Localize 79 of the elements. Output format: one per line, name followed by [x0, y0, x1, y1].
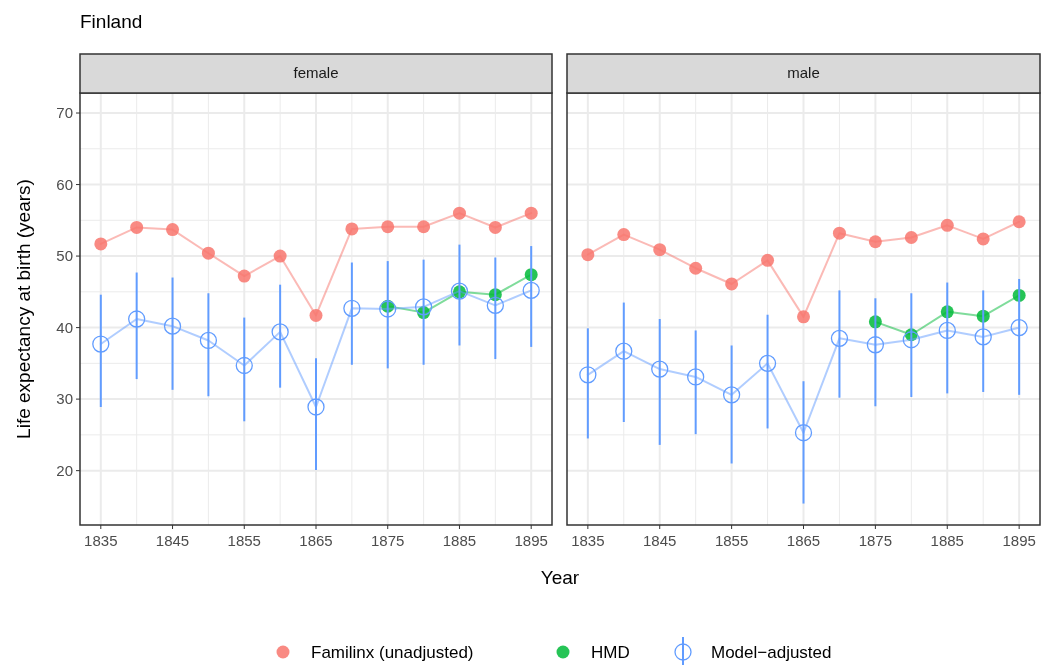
x-tick-label: 1885 — [442, 532, 477, 549]
point — [417, 220, 431, 234]
point — [581, 248, 595, 262]
point — [615, 342, 633, 360]
point — [273, 249, 287, 263]
x-tick-label: 1845 — [643, 532, 677, 549]
point — [343, 299, 361, 317]
point — [201, 246, 215, 260]
point — [866, 336, 885, 354]
point — [237, 269, 251, 283]
point — [617, 228, 631, 242]
point — [130, 220, 144, 234]
point — [524, 206, 538, 220]
legend-label: Model−adjusted — [711, 643, 832, 662]
point — [452, 206, 466, 220]
x-tick-label: 1845 — [155, 532, 190, 549]
point — [653, 243, 667, 257]
point — [722, 386, 741, 404]
x-axis-title: Year — [540, 567, 580, 588]
point — [689, 261, 703, 275]
point — [725, 277, 739, 291]
chart-subtitle: female — [293, 64, 339, 81]
legend-label: HMD — [591, 643, 630, 662]
point — [904, 230, 918, 244]
x-tick-label: 1885 — [930, 532, 964, 549]
point — [488, 220, 502, 234]
point — [414, 298, 433, 316]
point — [486, 296, 504, 315]
point — [976, 232, 990, 246]
point — [128, 310, 146, 328]
x-tick-label: 1835 — [84, 532, 118, 549]
chart-title: Finland — [80, 11, 143, 32]
point — [974, 328, 992, 346]
point — [271, 323, 289, 341]
x-tick-label: 1895 — [514, 532, 548, 549]
point — [1012, 215, 1026, 229]
y-axis-title: Life expectancy at birth (years) — [13, 179, 34, 439]
y-tick-label: 20 — [56, 461, 73, 479]
point — [794, 424, 813, 442]
point — [307, 398, 325, 416]
point — [687, 368, 705, 386]
point — [309, 308, 323, 322]
point — [761, 253, 775, 267]
point — [940, 218, 954, 232]
point — [345, 222, 359, 236]
y-tick-label: 60 — [56, 175, 73, 193]
point — [938, 321, 956, 340]
legend-label: Familinx (unadjusted) — [311, 643, 474, 662]
x-tick-label: 1875 — [858, 532, 893, 549]
point — [163, 317, 182, 335]
point — [381, 220, 395, 234]
x-tick-label: 1875 — [371, 532, 405, 549]
point — [94, 237, 108, 251]
point — [166, 223, 180, 237]
point — [902, 331, 920, 349]
point — [832, 226, 846, 240]
y-tick-label: 50 — [56, 247, 73, 265]
x-tick-label: 1865 — [299, 532, 333, 549]
chart-subtitle: male — [787, 64, 820, 81]
point — [235, 356, 253, 375]
point — [92, 335, 110, 353]
point — [522, 281, 540, 300]
point — [1010, 318, 1028, 337]
x-tick-label: 1855 — [227, 532, 261, 549]
x-tick-label: 1895 — [1002, 532, 1036, 549]
x-tick-label: 1865 — [786, 532, 821, 549]
point — [797, 310, 810, 324]
point — [651, 360, 669, 378]
y-tick-label: 70 — [56, 104, 73, 122]
point — [868, 235, 882, 249]
x-tick-label: 1855 — [714, 532, 749, 549]
y-tick-label: 30 — [56, 390, 73, 408]
point — [379, 300, 397, 318]
point — [758, 354, 777, 373]
y-tick-label: 40 — [56, 318, 73, 336]
point — [199, 331, 218, 350]
point — [579, 366, 597, 384]
x-tick-label: 1835 — [571, 532, 605, 549]
point — [830, 329, 849, 347]
